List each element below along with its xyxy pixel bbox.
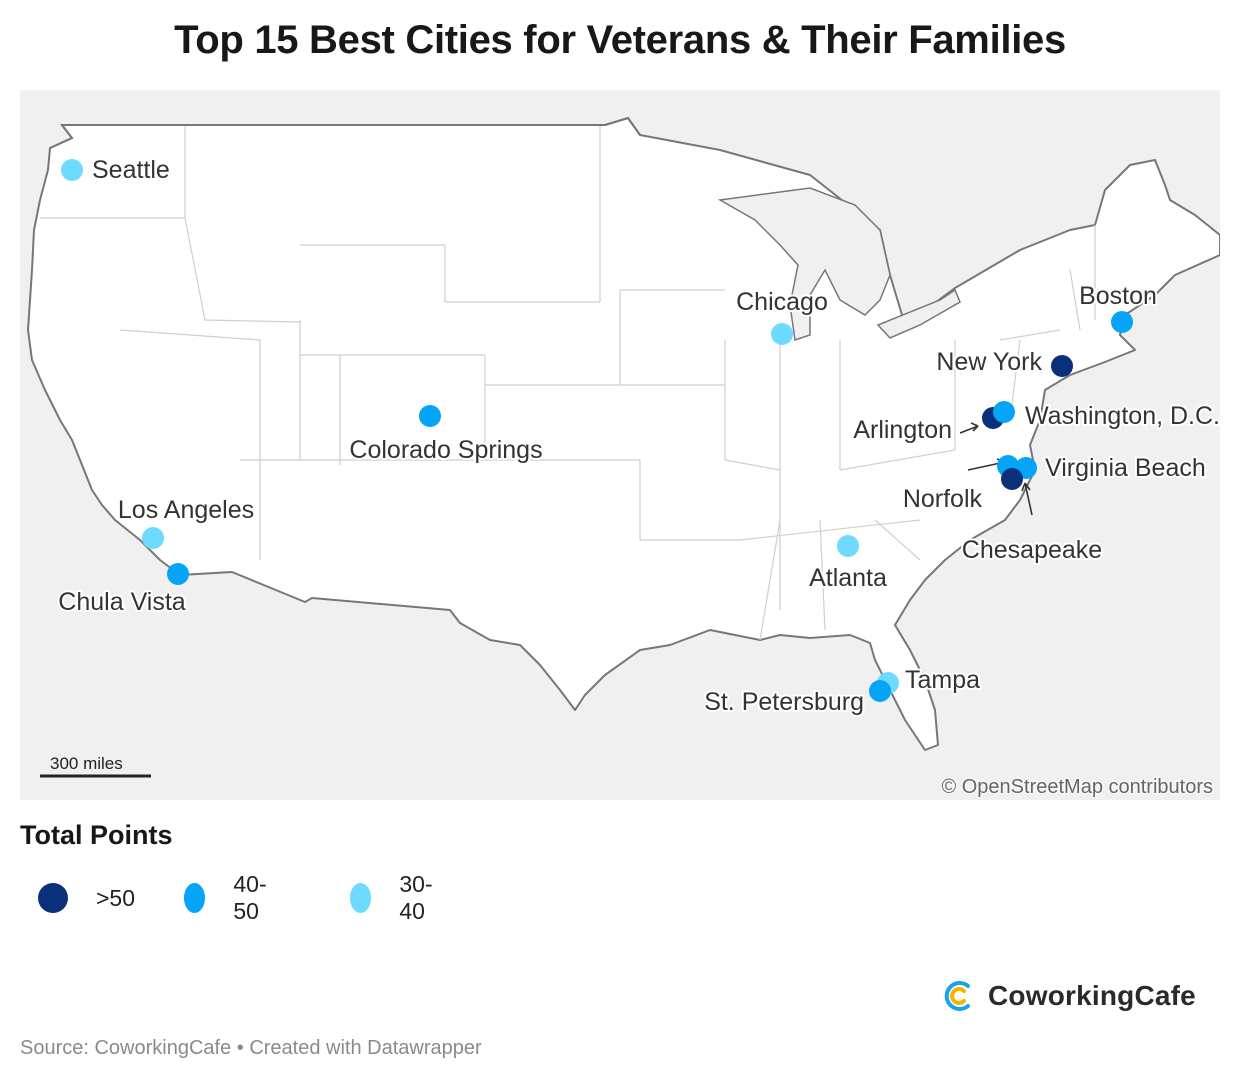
legend-label-over-50: >50 xyxy=(96,884,136,911)
city-marker-los-angeles[interactable] xyxy=(142,527,164,549)
great-lakes xyxy=(717,187,891,341)
city-label-arlington: Arlington xyxy=(853,416,952,444)
city-label-new-york: New York xyxy=(936,348,1042,376)
city-marker-chesapeake[interactable] xyxy=(1001,468,1023,490)
mexico-land xyxy=(180,573,600,800)
city-marker-boston[interactable] xyxy=(1111,311,1133,333)
legend-swatch-30-40 xyxy=(350,883,372,913)
city-label-seattle: Seattle xyxy=(92,156,170,184)
legend-swatch-over-50 xyxy=(38,883,68,913)
city-layer: Seattle Chicago Boston New York Arlington Was… xyxy=(56,154,1220,718)
city-label-atlanta: Atlanta xyxy=(809,564,887,592)
city-label-washington-d-c: Washington, D.C. xyxy=(1025,402,1220,430)
map[interactable]: 300 miles © OpenStreetMap contributors S… xyxy=(20,90,1220,800)
city-label-chula-vista: Chula Vista xyxy=(58,588,185,616)
usa-land xyxy=(27,117,1220,751)
map-canvas: 300 miles © OpenStreetMap contributors S… xyxy=(27,116,1220,800)
city-marker-chula-vista[interactable] xyxy=(167,563,189,585)
city-label-st-petersburg: St. Petersburg xyxy=(704,688,864,716)
source-note: Source: CoworkingCafe • Created with Dat… xyxy=(20,1037,482,1059)
northern-border xyxy=(49,116,641,149)
city-marker-st-petersburg[interactable] xyxy=(869,680,891,702)
city-label-tampa: Tampa xyxy=(905,666,980,694)
city-marker-colorado-springs[interactable] xyxy=(419,405,441,427)
brand[interactable]: CoworkingCafe xyxy=(940,978,1196,1014)
legend-item-over-50: >50 xyxy=(38,880,135,916)
city-label-chesapeake: Chesapeake xyxy=(962,536,1102,564)
legend-swatch-40-50 xyxy=(184,883,206,913)
state-lines xyxy=(40,125,1096,641)
city-marker-seattle[interactable] xyxy=(61,159,83,181)
city-label-los-angeles: Los Angeles xyxy=(118,496,254,524)
chart-title: Top 15 Best Cities for Veterans & Their … xyxy=(174,18,1066,62)
attribution: © OpenStreetMap contributors xyxy=(941,776,1213,798)
city-label-norfolk: Norfolk xyxy=(903,485,983,513)
city-label-boston: Boston xyxy=(1079,282,1157,310)
city-marker-atlanta[interactable] xyxy=(837,535,859,557)
city-label-colorado-springs: Colorado Springs xyxy=(349,436,542,464)
city-marker-washington-d-c[interactable] xyxy=(993,401,1015,423)
legend-label-30-40: 30-40 xyxy=(399,871,433,924)
brand-name: CoworkingCafe xyxy=(988,980,1196,1011)
city-marker-chicago[interactable] xyxy=(771,323,793,345)
legend-item-30-40: 30-40 xyxy=(350,871,441,924)
lake-erie xyxy=(876,288,961,339)
legend-item-40-50: 40-50 xyxy=(184,871,275,924)
city-label-chicago: Chicago xyxy=(736,288,828,316)
legend-label-40-50: 40-50 xyxy=(233,871,267,924)
coworkingcafe-logo-icon xyxy=(944,981,970,1011)
city-marker-new-york[interactable] xyxy=(1051,355,1073,377)
scale-label: 300 miles xyxy=(50,754,123,773)
city-label-virginia-beach: Virginia Beach xyxy=(1045,454,1206,482)
legend-title: Total Points xyxy=(20,820,173,850)
